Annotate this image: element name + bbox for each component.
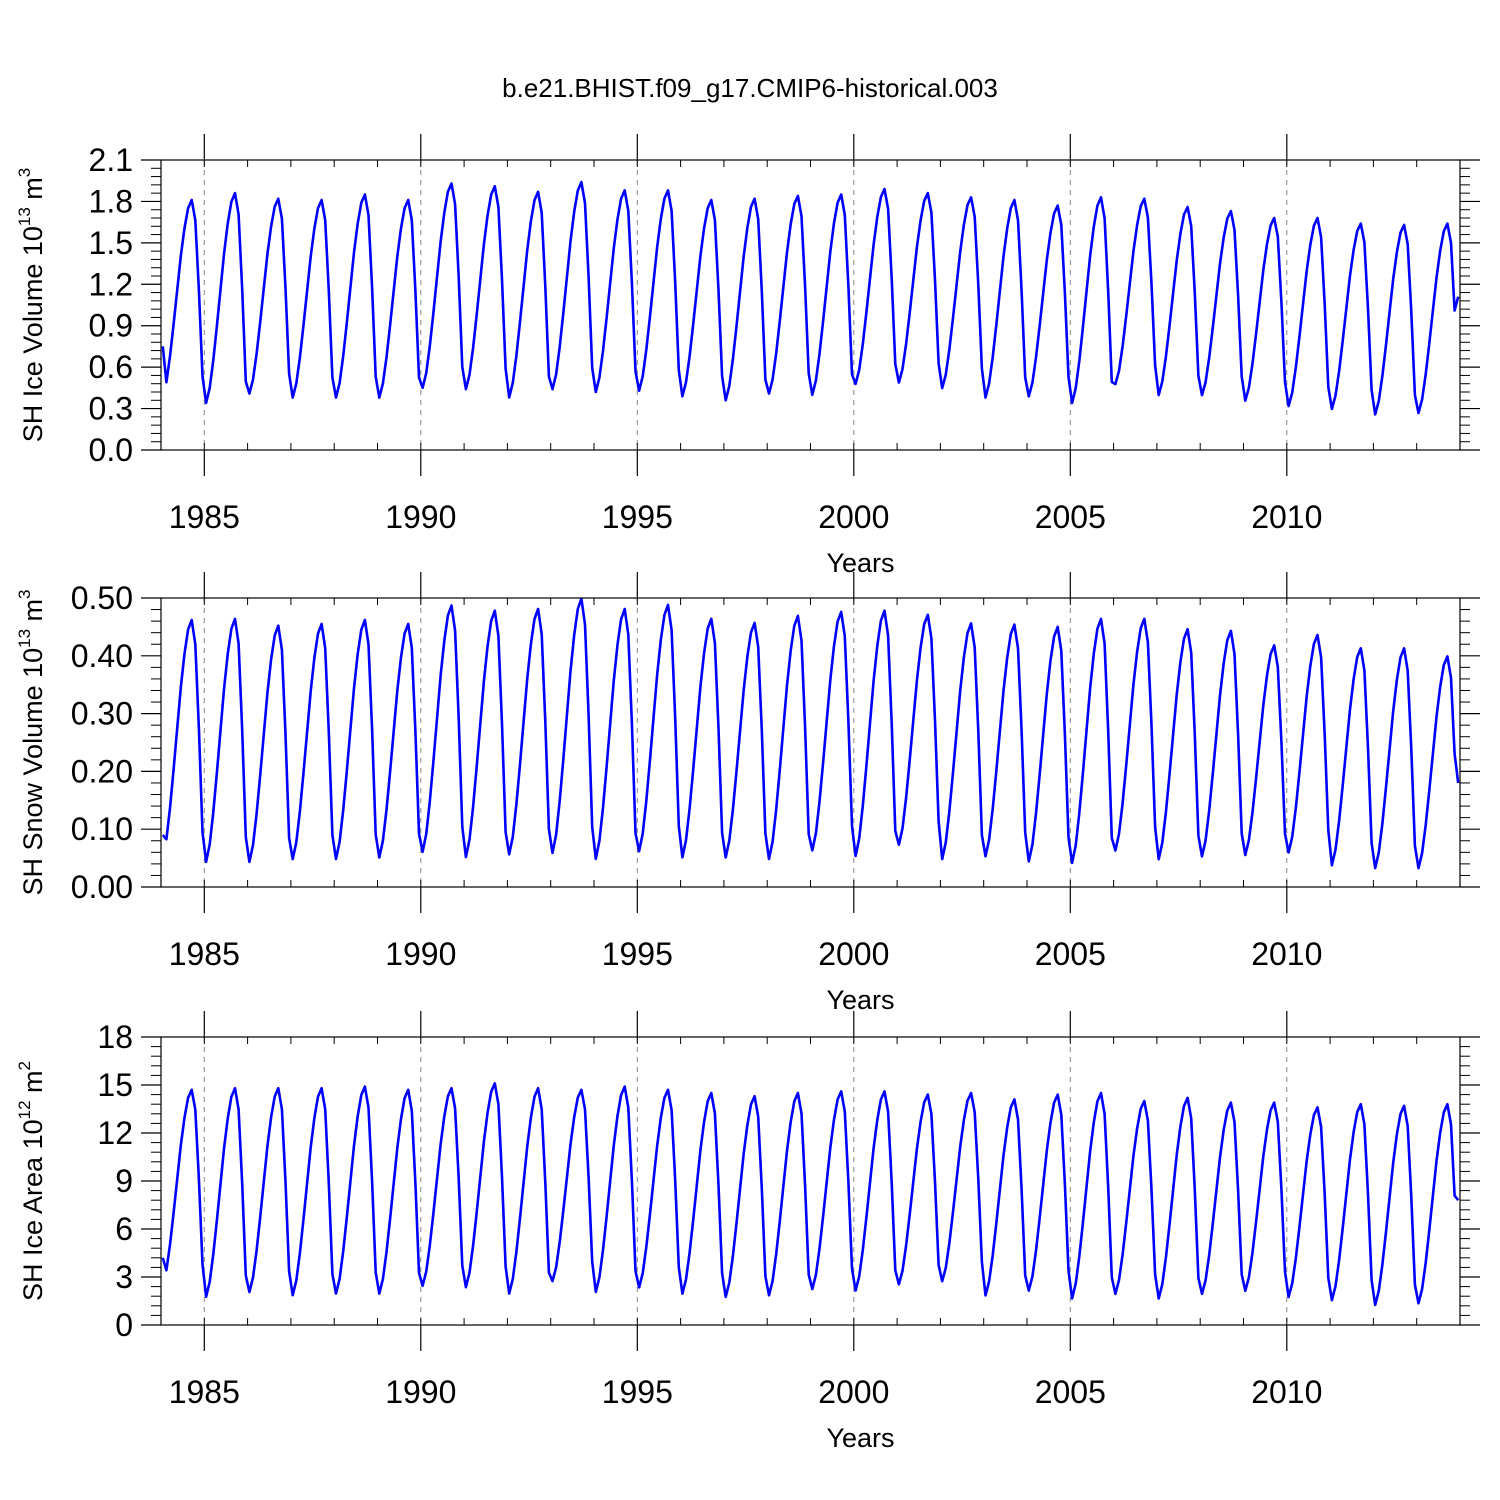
x-tick-label: 2000 xyxy=(818,1374,889,1410)
x-axis-label: Years xyxy=(826,1423,894,1453)
y-tick-label: 0.0 xyxy=(89,432,133,468)
x-tick-label: 2000 xyxy=(818,499,889,535)
x-tick-label: 1995 xyxy=(602,936,673,972)
y-tick-label: 1.2 xyxy=(89,266,133,302)
x-tick-label: 1985 xyxy=(169,1374,240,1410)
x-tick-label: 1985 xyxy=(169,936,240,972)
y-tick-label: 1.5 xyxy=(89,225,133,261)
y-axis-label: SH Ice Area 1012 m2 xyxy=(15,1061,48,1301)
y-tick-label: 0.30 xyxy=(71,696,133,732)
y-tick-label: 0.00 xyxy=(71,869,133,905)
chart-panel-3: 1985 1990 1995 2000 2005 2010 0 3 6 9 12 15 18 Years S… xyxy=(15,1011,1480,1453)
y-tick-label: 0.40 xyxy=(71,638,133,674)
y-tick-label: 9 xyxy=(115,1163,133,1199)
series-line xyxy=(161,1082,1460,1307)
series-line xyxy=(161,180,1460,416)
y-tick-label: 0 xyxy=(115,1307,133,1343)
y-axis-label: SH Ice Volume 1013 m3 xyxy=(15,168,48,443)
y-tick-label: 15 xyxy=(97,1067,133,1103)
y-tick-label: 0.10 xyxy=(71,811,133,847)
y-tick-label: 3 xyxy=(115,1259,133,1295)
x-tick-label: 2005 xyxy=(1035,936,1106,972)
figure-title: b.e21.BHIST.f09_g17.CMIP6-historical.003 xyxy=(502,73,998,103)
x-tick-label: 1990 xyxy=(385,499,456,535)
y-tick-label: 0.50 xyxy=(71,580,133,616)
chart-panel-1: 1985 1990 1995 2000 2005 2010 0.0 0.3 0.6 0.9 1.2 1… xyxy=(15,134,1480,578)
x-tick-label: 2010 xyxy=(1251,1374,1322,1410)
x-tick-label: 2010 xyxy=(1251,499,1322,535)
y-tick-label: 0.9 xyxy=(89,308,133,344)
panels: 1985 1990 1995 2000 2005 2010 0.0 0.3 0.6 0.9 1.2 1… xyxy=(15,134,1480,1453)
y-tick-label: 0.6 xyxy=(89,349,133,385)
plot-frame xyxy=(160,159,1461,451)
x-tick-label: 1990 xyxy=(385,936,456,972)
y-tick-label: 6 xyxy=(115,1211,133,1247)
plot-frame xyxy=(160,1036,1461,1326)
x-tick-label: 2010 xyxy=(1251,936,1322,972)
x-axis-label: Years xyxy=(826,985,894,1015)
x-tick-label: 2000 xyxy=(818,936,889,972)
chart-panel-2: 1985 1990 1995 2000 2005 2010 0.00 0.10 0.20 0.30… xyxy=(15,572,1480,1015)
x-tick-label: 1985 xyxy=(169,499,240,535)
x-axis-label: Years xyxy=(826,548,894,578)
y-axis-label: SH Snow Volume 1013 m3 xyxy=(15,589,48,895)
x-tick-label: 1995 xyxy=(602,499,673,535)
y-tick-label: 0.20 xyxy=(71,753,133,789)
x-tick-label: 1995 xyxy=(602,1374,673,1410)
x-tick-label: 2005 xyxy=(1035,499,1106,535)
y-tick-label: 18 xyxy=(97,1019,133,1055)
y-tick-label: 1.8 xyxy=(89,183,133,219)
x-tick-label: 2005 xyxy=(1035,1374,1106,1410)
y-tick-label: 2.1 xyxy=(89,142,133,178)
y-tick-label: 0.3 xyxy=(89,391,133,427)
series-line xyxy=(161,597,1460,870)
y-tick-label: 12 xyxy=(97,1115,133,1151)
plot-frame xyxy=(160,597,1461,888)
x-tick-label: 1990 xyxy=(385,1374,456,1410)
